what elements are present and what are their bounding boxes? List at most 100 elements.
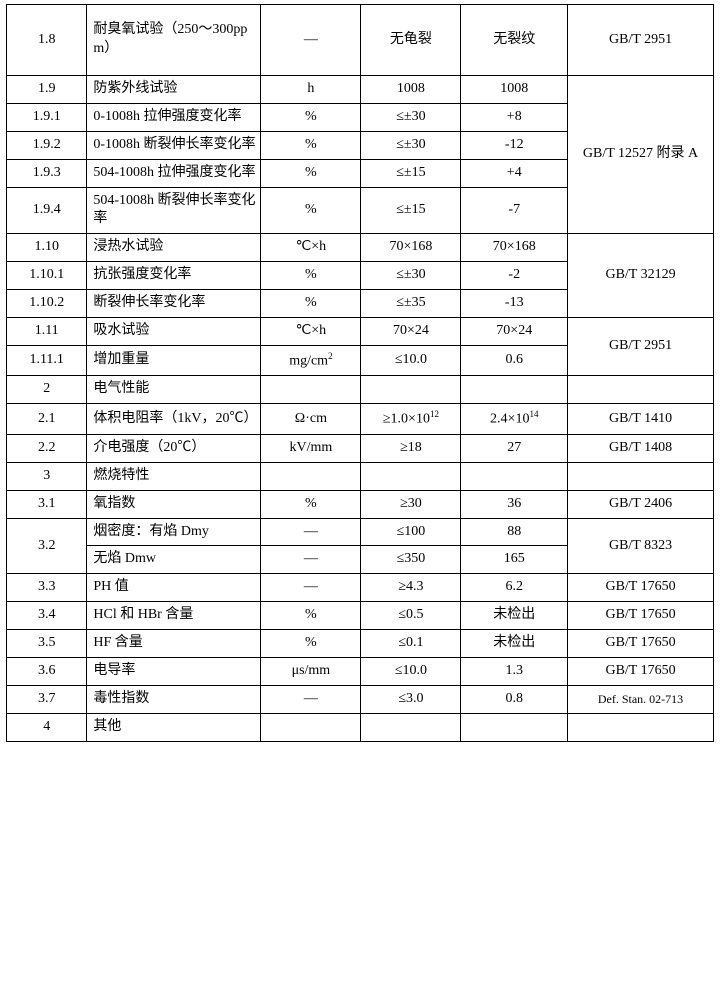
cell-spec: ≥1.0×1012 <box>361 404 461 435</box>
page: 1.8 耐臭氧试验（250～300ppm） — 无龟裂 无裂纹 GB/T 295… <box>0 0 720 1000</box>
table-row: 4 其他 <box>7 713 714 741</box>
table-row: 1.10 浸热水试验 ℃×h 70×168 70×168 GB/T 32129 <box>7 234 714 262</box>
cell-val: +8 <box>461 103 568 131</box>
cell-std <box>568 713 714 741</box>
cell-name: 504-1008h 拉伸强度变化率 <box>87 159 261 187</box>
cell-name: 抗张强度变化率 <box>87 262 261 290</box>
cell-name: HF 含量 <box>87 630 261 658</box>
table-row: 3.4 HCl 和 HBr 含量 % ≤0.5 未检出 GB/T 17650 <box>7 602 714 630</box>
cell-unit: h <box>261 76 361 104</box>
cell-val: 0.8 <box>461 685 568 713</box>
cell-std: GB/T 12527 附录 A <box>568 76 714 234</box>
cell-name: 燃烧特性 <box>87 462 261 490</box>
cell-num: 1.10.1 <box>7 262 87 290</box>
cell-val: -7 <box>461 187 568 234</box>
cell-spec: ≥4.3 <box>361 574 461 602</box>
cell-unit: % <box>261 187 361 234</box>
cell-spec: ≤±15 <box>361 159 461 187</box>
cell-name: 体积电阻率（1kV，20℃） <box>87 404 261 435</box>
cell-std: GB/T 17650 <box>568 574 714 602</box>
cell-val: 70×168 <box>461 234 568 262</box>
cell-spec: ≤100 <box>361 518 461 546</box>
cell-name: HCl 和 HBr 含量 <box>87 602 261 630</box>
table-row: 1.8 耐臭氧试验（250～300ppm） — 无龟裂 无裂纹 GB/T 295… <box>7 5 714 76</box>
cell-val: 27 <box>461 434 568 462</box>
cell-unit: % <box>261 159 361 187</box>
cell-unit <box>261 462 361 490</box>
table-row: 2.1 体积电阻率（1kV，20℃） Ω·cm ≥1.0×1012 2.4×10… <box>7 404 714 435</box>
cell-num: 1.9.2 <box>7 131 87 159</box>
cell-val <box>461 376 568 404</box>
cell-unit: — <box>261 518 361 546</box>
cell-val: 36 <box>461 490 568 518</box>
table-row: 1.9 防紫外线试验 h 1008 1008 GB/T 12527 附录 A <box>7 76 714 104</box>
cell-name: 介电强度（20℃） <box>87 434 261 462</box>
cell-num: 2.2 <box>7 434 87 462</box>
cell-val: 无裂纹 <box>461 5 568 76</box>
cell-unit: kV/mm <box>261 434 361 462</box>
table-row: 3.3 PH 值 — ≥4.3 6.2 GB/T 17650 <box>7 574 714 602</box>
cell-val: +4 <box>461 159 568 187</box>
cell-num: 1.11.1 <box>7 345 87 376</box>
cell-num: 1.9.4 <box>7 187 87 234</box>
cell-spec: ≤±30 <box>361 262 461 290</box>
cell-unit <box>261 376 361 404</box>
cell-unit: % <box>261 131 361 159</box>
table-row: 3 燃烧特性 <box>7 462 714 490</box>
cell-unit: — <box>261 574 361 602</box>
cell-num: 2.1 <box>7 404 87 435</box>
cell-val: 6.2 <box>461 574 568 602</box>
cell-name: 吸水试验 <box>87 318 261 346</box>
table-row: 1.11 吸水试验 ℃×h 70×24 70×24 GB/T 2951 <box>7 318 714 346</box>
cell-spec: ≤±30 <box>361 103 461 131</box>
cell-num: 1.9 <box>7 76 87 104</box>
cell-val: 88 <box>461 518 568 546</box>
cell-unit: mg/cm2 <box>261 345 361 376</box>
cell-std: GB/T 8323 <box>568 518 714 574</box>
cell-name: 耐臭氧试验（250～300ppm） <box>87 5 261 76</box>
cell-num: 1.9.3 <box>7 159 87 187</box>
cell-name: 0-1008h 断裂伸长率变化率 <box>87 131 261 159</box>
cell-spec: ≤0.5 <box>361 602 461 630</box>
cell-val: -13 <box>461 290 568 318</box>
cell-spec: ≤10.0 <box>361 345 461 376</box>
cell-num: 3 <box>7 462 87 490</box>
cell-unit: ℃×h <box>261 318 361 346</box>
cell-name: 电导率 <box>87 658 261 686</box>
cell-val: 165 <box>461 546 568 574</box>
cell-num: 3.1 <box>7 490 87 518</box>
cell-unit: % <box>261 103 361 131</box>
cell-val: 2.4×1014 <box>461 404 568 435</box>
cell-num: 3.5 <box>7 630 87 658</box>
cell-val: -2 <box>461 262 568 290</box>
cell-unit: μs/mm <box>261 658 361 686</box>
cell-name: 0-1008h 拉伸强度变化率 <box>87 103 261 131</box>
cell-spec: ≤10.0 <box>361 658 461 686</box>
cell-std: GB/T 1408 <box>568 434 714 462</box>
cell-num: 4 <box>7 713 87 741</box>
cell-num: 1.10 <box>7 234 87 262</box>
cell-name: 烟密度：有焰 Dmy <box>87 518 261 546</box>
cell-name: 氧指数 <box>87 490 261 518</box>
cell-val: 1008 <box>461 76 568 104</box>
table-row: 3.7 毒性指数 — ≤3.0 0.8 Def. Stan. 02-713 <box>7 685 714 713</box>
cell-name: 防紫外线试验 <box>87 76 261 104</box>
cell-name: PH 值 <box>87 574 261 602</box>
cell-val: 1.3 <box>461 658 568 686</box>
cell-spec: ≤350 <box>361 546 461 574</box>
cell-num: 1.8 <box>7 5 87 76</box>
cell-unit: % <box>261 602 361 630</box>
table-row: 3.6 电导率 μs/mm ≤10.0 1.3 GB/T 17650 <box>7 658 714 686</box>
cell-spec: 无龟裂 <box>361 5 461 76</box>
cell-std: GB/T 17650 <box>568 658 714 686</box>
cell-spec: ≥18 <box>361 434 461 462</box>
cell-num: 3.3 <box>7 574 87 602</box>
table-row: 3.2 烟密度：有焰 Dmy — ≤100 88 GB/T 8323 <box>7 518 714 546</box>
cell-spec <box>361 376 461 404</box>
cell-spec: 70×24 <box>361 318 461 346</box>
cell-name: 断裂伸长率变化率 <box>87 290 261 318</box>
cell-name: 增加重量 <box>87 345 261 376</box>
cell-spec: ≤±15 <box>361 187 461 234</box>
cell-name: 电气性能 <box>87 376 261 404</box>
cell-val: 0.6 <box>461 345 568 376</box>
